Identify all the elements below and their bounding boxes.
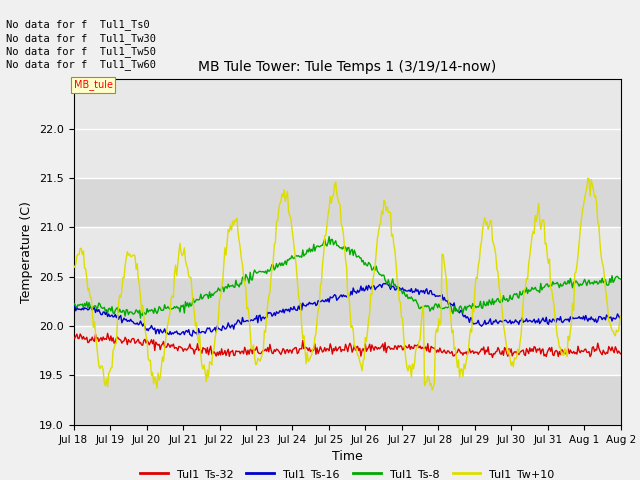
Text: No data for f  Tul1_Tw50: No data for f Tul1_Tw50 [6, 46, 156, 57]
Tul1_Ts-16 [382, 280, 390, 286]
Bar [74, 276, 621, 326]
Tul1_Ts-16 [334, 296, 342, 302]
Tul1_Ts-8 [617, 276, 625, 282]
Tul1_Ts-8 [70, 300, 77, 306]
X-axis label: Time: Time [332, 450, 363, 463]
Tul1_Ts-8 [520, 289, 528, 295]
Tul1_Tw+10 [330, 192, 337, 198]
Tul1_Ts-32 [70, 334, 77, 339]
Tul1_Ts-8 [335, 244, 343, 250]
Text: No data for f  Tul1_Tw60: No data for f Tul1_Tw60 [6, 60, 156, 71]
Bar [74, 178, 621, 228]
Tul1_Tw+10 [606, 320, 614, 325]
Tul1_Ts-16 [331, 292, 339, 298]
Line: Tul1_Ts-8: Tul1_Ts-8 [74, 237, 621, 318]
Tul1_Ts-32 [331, 348, 339, 353]
Text: No data for f  Tul1_Ts0: No data for f Tul1_Ts0 [6, 19, 150, 30]
Bar [74, 326, 621, 375]
Tul1_Ts-32 [520, 352, 528, 358]
Line: Tul1_Ts-16: Tul1_Ts-16 [74, 283, 621, 336]
Tul1_Tw+10 [366, 310, 374, 315]
Tul1_Ts-32 [489, 355, 497, 360]
Tul1_Ts-16 [617, 313, 625, 319]
Tul1_Ts-32 [334, 346, 342, 352]
Tul1_Ts-8 [137, 315, 145, 321]
Tul1_Ts-32 [606, 346, 614, 351]
Title: MB Tule Tower: Tule Temps 1 (3/19/14-now): MB Tule Tower: Tule Temps 1 (3/19/14-now… [198, 60, 497, 74]
Bar [74, 228, 621, 276]
Line: Tul1_Ts-32: Tul1_Ts-32 [74, 333, 621, 358]
Tul1_Tw+10 [396, 298, 403, 304]
Text: No data for f  Tul1_Tw30: No data for f Tul1_Tw30 [6, 33, 156, 44]
Line: Tul1_Tw+10: Tul1_Tw+10 [74, 178, 621, 390]
Tul1_Tw+10 [428, 387, 436, 393]
Tul1_Ts-16 [188, 333, 196, 339]
Bar [74, 375, 621, 425]
Tul1_Ts-16 [367, 286, 374, 292]
Tul1_Ts-8 [397, 288, 405, 294]
Y-axis label: Temperature (C): Temperature (C) [20, 201, 33, 303]
Tul1_Ts-32 [617, 351, 625, 357]
Tul1_Ts-8 [325, 234, 333, 240]
Tul1_Ts-8 [332, 238, 340, 244]
Tul1_Ts-32 [397, 343, 404, 348]
Tul1_Tw+10 [333, 191, 340, 197]
Tul1_Ts-8 [368, 267, 376, 273]
Tul1_Tw+10 [70, 264, 77, 269]
Tul1_Ts-8 [606, 276, 614, 281]
Tul1_Tw+10 [584, 175, 592, 181]
Legend: Tul1_Ts-32, Tul1_Ts-16, Tul1_Ts-8, Tul1_Tw+10: Tul1_Ts-32, Tul1_Ts-16, Tul1_Ts-8, Tul1_… [136, 465, 559, 480]
Bar [74, 129, 621, 178]
Tul1_Ts-16 [70, 304, 77, 310]
Tul1_Ts-16 [606, 314, 614, 320]
Tul1_Tw+10 [520, 300, 527, 305]
Tul1_Ts-16 [520, 318, 528, 324]
Tul1_Tw+10 [617, 312, 625, 318]
Tul1_Ts-32 [367, 348, 374, 354]
Tul1_Ts-16 [397, 287, 405, 292]
Text: MB_tule: MB_tule [74, 79, 113, 90]
Tul1_Ts-32 [104, 330, 111, 336]
